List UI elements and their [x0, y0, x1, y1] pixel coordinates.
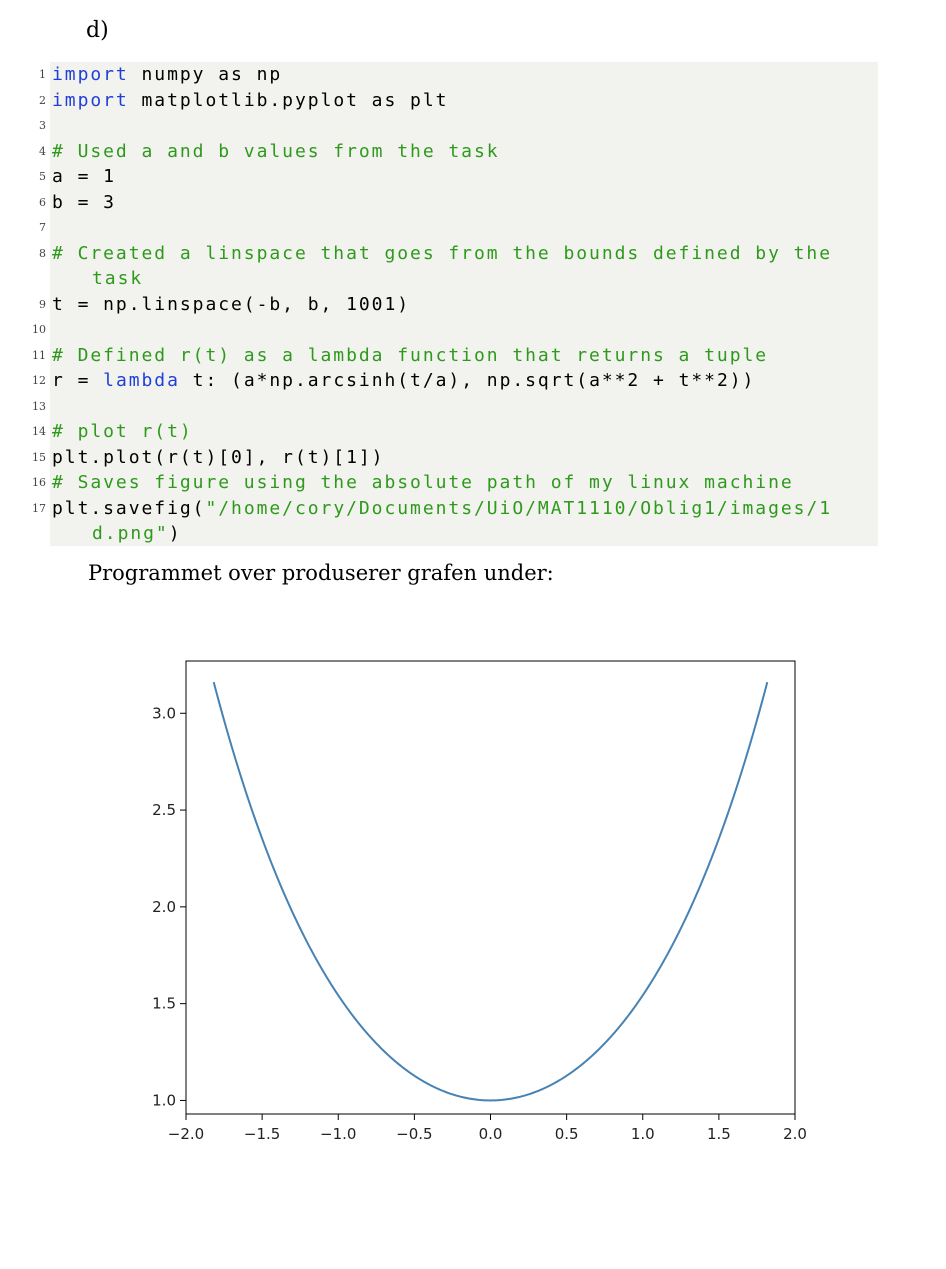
- code-text: # plot r(t): [52, 419, 193, 445]
- code-comment: # Created a linspace that goes from the …: [52, 242, 833, 264]
- code-line: 14 # plot r(t): [32, 419, 946, 445]
- code-text: import matplotlib.pyplot as plt: [52, 88, 448, 114]
- line-number: 14: [32, 425, 46, 438]
- code-block: 1 import numpy as np 2 import matplotlib.py…: [32, 62, 878, 546]
- code-text: plt.plot(r(t)[0], r(t)[1]): [52, 445, 384, 471]
- figure-caption: Programmet over produserer grafen under:: [88, 561, 554, 585]
- code-line: 6 b = 3: [39, 190, 946, 216]
- code-line-continuation: task: [50, 266, 946, 292]
- code-line: 5 a = 1: [39, 164, 946, 190]
- subsection-label: d): [86, 18, 109, 43]
- y-tick-label: 2.0: [152, 898, 176, 916]
- code-text: d.png"): [92, 521, 182, 547]
- code-line: 7: [39, 215, 946, 241]
- code-line: 16 # Saves figure using the absolute path…: [32, 470, 946, 496]
- y-tick-label: 1.0: [152, 1091, 176, 1109]
- code-text: # Defined r(t) as a lambda function that…: [52, 343, 768, 369]
- code-text: # Created a linspace that goes from the …: [52, 241, 832, 267]
- code-line: 2 import matplotlib.pyplot as plt: [39, 88, 946, 114]
- code-token: plt.savefig(: [52, 497, 206, 519]
- code-line: 1 import numpy as np: [39, 62, 946, 88]
- code-line: 12 r = lambda t: (a*np.arcsinh(t/a), np.s…: [32, 368, 946, 394]
- line-number: 7: [39, 221, 46, 234]
- code-token: t: (a*np.arcsinh(t/a), np.sqrt(a**2 + t*…: [179, 370, 756, 391]
- code-line: 15 plt.plot(r(t)[0], r(t)[1]): [32, 445, 946, 471]
- x-tick-label: −0.5: [396, 1125, 432, 1143]
- y-tick-label: 1.5: [152, 995, 176, 1013]
- code-keyword: import: [52, 89, 129, 111]
- code-token: a = 1: [52, 166, 116, 187]
- code-string: "/home/cory/Documents/UiO/MAT1110/Oblig1…: [205, 497, 833, 519]
- code-line: 4 # Used a and b values from the task: [39, 139, 946, 165]
- code-text: import numpy as np: [52, 62, 282, 88]
- code-text: # Saves figure using the absolute path o…: [52, 470, 794, 496]
- line-number: 8: [39, 246, 46, 260]
- code-token: plt.plot(r(t)[0], r(t)[1]): [52, 446, 385, 468]
- code-comment: # Used a and b values from the task: [52, 140, 500, 162]
- line-number: 9: [39, 297, 46, 311]
- x-tick-label: 2.0: [783, 1125, 807, 1143]
- line-number: 6: [39, 195, 46, 209]
- x-tick-label: −1.0: [320, 1125, 356, 1143]
- code-line: 3: [39, 113, 946, 139]
- line-number: 17: [32, 501, 46, 515]
- line-number: 15: [32, 450, 46, 464]
- code-comment: # Saves figure using the absolute path o…: [52, 472, 794, 493]
- series-line: [212, 681, 769, 1102]
- code-text: r = lambda t: (a*np.arcsinh(t/a), np.sqr…: [52, 368, 755, 394]
- code-string: d.png": [92, 523, 169, 544]
- line-number: 12: [32, 374, 46, 387]
- code-keyword: import: [52, 64, 129, 85]
- line-number: 5: [39, 170, 46, 183]
- code-token: matplotlib.pyplot as plt: [128, 89, 449, 111]
- code-text: b = 3: [52, 190, 116, 216]
- code-token: b = 3: [52, 191, 116, 213]
- x-tick-label: −1.5: [244, 1125, 280, 1143]
- code-comment: # Defined r(t) as a lambda function that…: [52, 344, 769, 366]
- line-number: 10: [32, 323, 46, 336]
- plot-area-frame: [185, 660, 796, 1115]
- code-comment: # plot r(t): [52, 421, 193, 442]
- line-number: 11: [32, 348, 46, 362]
- code-token: t = np.linspace(-b, b, 1001): [52, 293, 411, 315]
- line-number: 4: [39, 144, 46, 158]
- line-number: 2: [39, 93, 46, 107]
- code-line: 10: [32, 317, 946, 343]
- line-number: 16: [32, 476, 46, 489]
- code-comment: task: [92, 268, 144, 289]
- code-token: ): [168, 523, 182, 544]
- line-number: 13: [32, 399, 46, 413]
- line-number: 3: [39, 119, 46, 132]
- x-tick-label: 0.5: [555, 1125, 579, 1143]
- x-tick-label: −2.0: [168, 1125, 204, 1143]
- code-text: # Used a and b values from the task: [52, 139, 500, 165]
- code-text: t = np.linspace(-b, b, 1001): [52, 292, 410, 318]
- x-tick-label: 1.0: [631, 1125, 655, 1143]
- code-line: 11 # Defined r(t) as a lambda function th…: [32, 343, 946, 369]
- code-line: 8 # Created a linspace that goes from the…: [39, 241, 946, 267]
- code-line: 9 t = np.linspace(-b, b, 1001): [39, 292, 946, 318]
- x-tick-label: 1.5: [707, 1125, 731, 1143]
- line-number: 1: [39, 68, 46, 81]
- x-tick-label: 0.0: [479, 1125, 503, 1143]
- code-keyword: lambda: [103, 370, 180, 391]
- code-text: task: [92, 266, 143, 292]
- code-text: plt.savefig("/home/cory/Documents/UiO/MA…: [52, 496, 832, 522]
- code-token: r =: [52, 370, 104, 391]
- y-tick-label: 3.0: [152, 704, 176, 722]
- code-token: numpy as np: [128, 64, 283, 85]
- code-line: 17 plt.savefig("/home/cory/Documents/UiO/…: [32, 496, 946, 522]
- axis-ticks: −2.0 −1.5 −1.0 −0.5 0.0 0.5 1.0 1.5 2.0 1.0 1.5 2.0…: [152, 704, 807, 1143]
- code-line-continuation: d.png"): [50, 521, 946, 547]
- code-text: a = 1: [52, 164, 116, 190]
- y-tick-label: 2.5: [152, 801, 176, 819]
- code-line: 13: [32, 394, 946, 420]
